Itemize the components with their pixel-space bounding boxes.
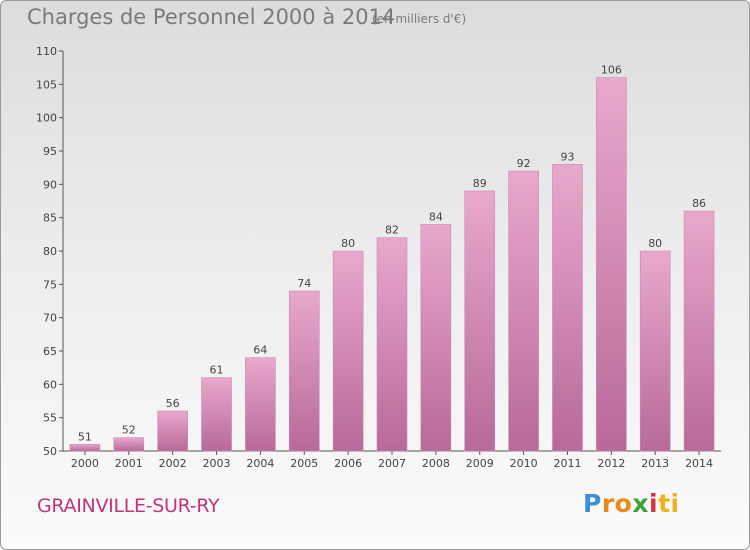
data-label-2002: 56 <box>166 397 180 410</box>
commune-name: GRAINVILLE-SUR-RY <box>37 495 220 517</box>
bar-2012 <box>596 77 627 452</box>
y-tick-label: 85 <box>43 212 57 225</box>
chart-subtitle: (en milliers d'€) <box>372 12 467 26</box>
y-tick-label: 110 <box>36 45 57 58</box>
data-label-2009: 89 <box>473 177 487 190</box>
logo-part-2: ro <box>601 489 633 518</box>
logo-part-4: i <box>648 489 659 518</box>
bar-2006 <box>332 250 364 452</box>
bar-2008 <box>420 224 452 452</box>
x-tick-label-2009: 2009 <box>466 457 494 470</box>
data-label-2003: 61 <box>210 364 224 377</box>
x-tick-label-2014: 2014 <box>685 457 713 470</box>
bar-2011 <box>552 164 583 452</box>
bar-2013 <box>639 250 671 452</box>
y-tick-label: 70 <box>43 312 57 325</box>
data-label-2007: 82 <box>385 224 399 237</box>
x-tick-label-2012: 2012 <box>597 457 625 470</box>
axes: 50 55 60 65 70 75 80 85 90 95 100 105 110 2000 2001 200… <box>36 45 721 470</box>
x-tick-label-2007: 2007 <box>378 457 406 470</box>
y-tick-label: 95 <box>43 145 57 158</box>
x-tick-label-2000: 2000 <box>71 457 99 470</box>
x-tick-label-2001: 2001 <box>115 457 143 470</box>
y-tick-label: 105 <box>36 78 57 91</box>
data-label-2001: 52 <box>122 424 136 437</box>
data-label-2008: 84 <box>429 210 443 223</box>
bar-2010 <box>508 170 539 452</box>
data-label-2012: 106 <box>601 64 622 77</box>
bar-2001 <box>113 437 145 452</box>
y-tick-label: 65 <box>43 345 57 358</box>
y-tick-label: 75 <box>43 278 57 291</box>
bar-2002 <box>157 410 188 452</box>
bar-2004 <box>245 357 276 452</box>
y-tick-label: 80 <box>43 245 57 258</box>
y-tick-label: 100 <box>36 112 57 125</box>
x-tick-label-2004: 2004 <box>246 457 274 470</box>
logo-part-1: P <box>583 489 602 518</box>
y-tick-label: 55 <box>43 412 57 425</box>
logo-part-5: ti <box>658 489 680 518</box>
data-label-2011: 93 <box>560 150 574 163</box>
data-label-2005: 74 <box>297 277 311 290</box>
data-label-2013: 80 <box>648 237 662 250</box>
chart-title: Charges de Personnel 2000 à 2014 <box>27 5 396 29</box>
logo-part-3: x <box>632 489 649 518</box>
x-tick-label-2005: 2005 <box>290 457 318 470</box>
bar-2005 <box>288 290 320 452</box>
data-label-2004: 64 <box>253 344 267 357</box>
bars <box>69 77 715 452</box>
data-label-2010: 92 <box>517 157 531 170</box>
data-label-2000: 51 <box>78 430 92 443</box>
bar-2014 <box>683 210 715 452</box>
y-tick-label: 90 <box>43 178 57 191</box>
bar-2000 <box>69 444 101 452</box>
data-label-2006: 80 <box>341 237 355 250</box>
x-tick-label-2003: 2003 <box>203 457 231 470</box>
y-tick-label: 60 <box>43 378 57 391</box>
x-tick-label-2002: 2002 <box>159 457 187 470</box>
x-tick-label-2011: 2011 <box>553 457 581 470</box>
x-tick-label-2006: 2006 <box>334 457 362 470</box>
bar-2007 <box>376 237 408 452</box>
x-tick-label-2008: 2008 <box>422 457 450 470</box>
bar-2009 <box>464 190 496 452</box>
proxiti-logo: Proxiti <box>583 489 680 518</box>
data-label-2014: 86 <box>692 197 706 210</box>
data-labels: 51 52 56 61 64 74 80 82 84 89 92 93 106 80 86 <box>78 64 706 444</box>
y-tick-label: 50 <box>43 445 57 458</box>
bar-2003 <box>201 377 232 452</box>
x-tick-label-2013: 2013 <box>641 457 669 470</box>
x-tick-label-2010: 2010 <box>510 457 538 470</box>
